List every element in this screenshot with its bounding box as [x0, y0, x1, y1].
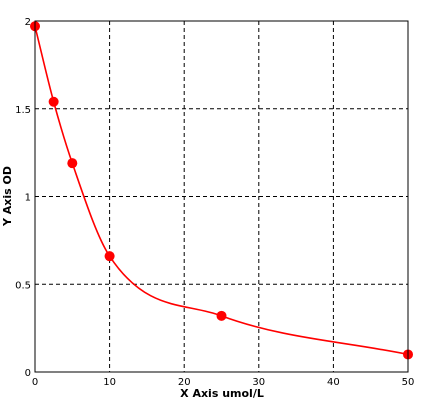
- grid-lines: [35, 21, 408, 372]
- x-tick-label: 20: [178, 377, 191, 388]
- y-axis-label: Y Axis OD: [1, 166, 14, 227]
- data-point: [48, 96, 59, 107]
- x-tick-label: 0: [32, 377, 38, 388]
- x-tick-label: 10: [103, 377, 116, 388]
- fit-curve-layer: [34, 26, 409, 356]
- data-point: [67, 158, 78, 169]
- x-tick-label: 50: [402, 377, 415, 388]
- y-tick-label: 0: [25, 368, 31, 379]
- plot-frame: [34, 20, 409, 373]
- x-axis-label: X Axis umol/L: [180, 387, 264, 400]
- y-tick-label: 1: [25, 193, 31, 204]
- data-points-layer: [30, 21, 413, 360]
- y-tick-label: 1.5: [15, 105, 31, 116]
- data-point: [104, 251, 115, 262]
- x-tick-label: 30: [252, 377, 265, 388]
- y-tick-label: 0.5: [15, 280, 31, 291]
- fit-curve: [34, 26, 409, 356]
- tick-labels-layer: 0 10 20 30 40 50 0 0.5 1 1.5 2: [15, 17, 414, 388]
- x-tick-label: 40: [327, 377, 340, 388]
- y-tick-label: 2: [25, 17, 31, 28]
- data-point: [216, 310, 227, 321]
